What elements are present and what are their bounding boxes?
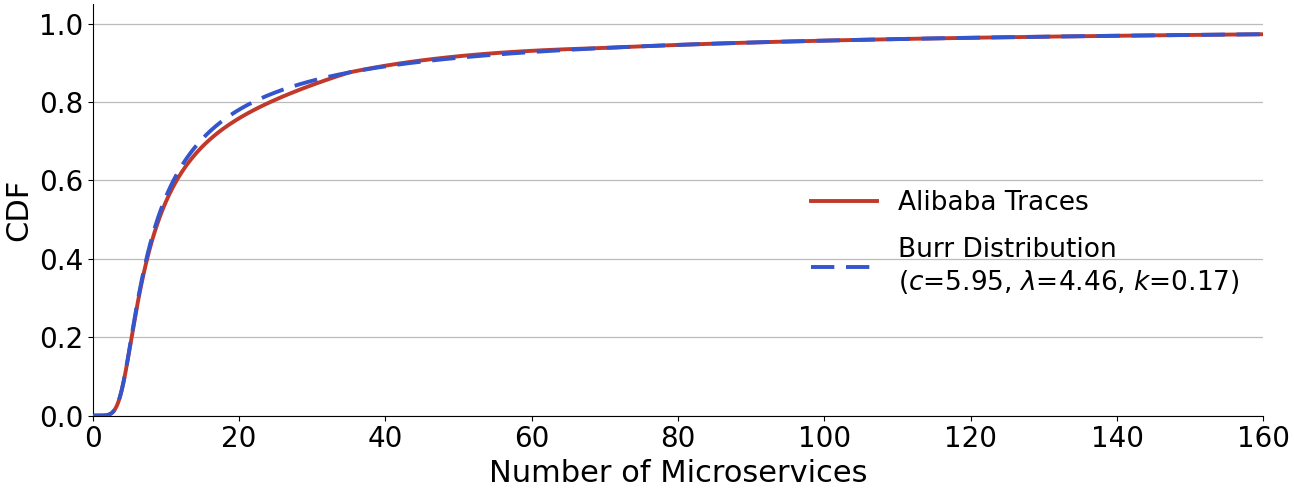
Y-axis label: CDF: CDF xyxy=(4,179,34,241)
X-axis label: Number of Microservices: Number of Microservices xyxy=(489,459,867,488)
Legend: Alibaba Traces, Burr Distribution
($c$=5.95, $\lambda$=4.46, $k$=0.17): Alibaba Traces, Burr Distribution ($c$=5… xyxy=(800,180,1250,306)
